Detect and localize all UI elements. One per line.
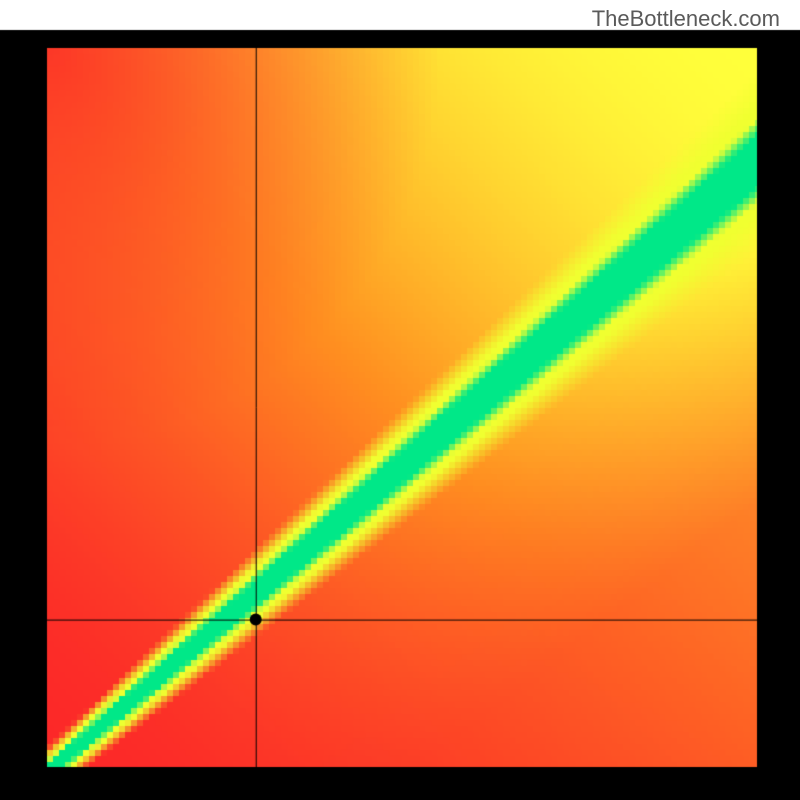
bottleneck-heatmap — [0, 0, 800, 800]
watermark-text: TheBottleneck.com — [592, 6, 780, 32]
chart-container: TheBottleneck.com — [0, 0, 800, 800]
